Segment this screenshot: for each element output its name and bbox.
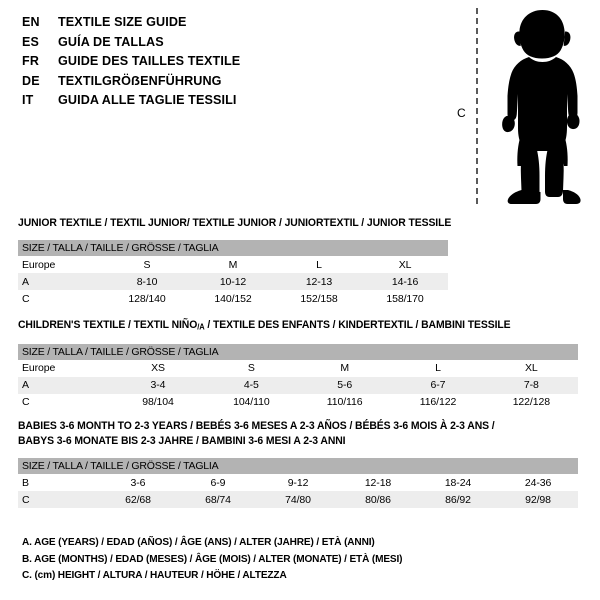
table-row: C 98/104 104/110 110/116 116/122 122/128 <box>18 393 578 411</box>
guide-title: GUIDE DES TAILLES TEXTILE <box>58 53 241 68</box>
cell: L <box>391 359 485 377</box>
language-row: FR GUIDE DES TAILLES TEXTILE <box>22 51 442 71</box>
table-row: B 3-6 6-9 9-12 12-18 18-24 24-36 <box>18 474 579 491</box>
table-row: A 8-10 10-12 12-13 14-16 <box>18 273 449 290</box>
cell: 24-36 <box>498 474 579 491</box>
row-label: C <box>18 290 104 307</box>
toddler-silhouette-icon <box>502 10 581 204</box>
cell: 9-12 <box>258 474 338 491</box>
cell: 3-6 <box>98 474 178 491</box>
table-row: Europe S M L XL <box>18 256 449 273</box>
guide-title: TEXTILE SIZE GUIDE <box>58 14 187 29</box>
cell: 98/104 <box>111 393 205 411</box>
children-size-table: SIZE / TALLA / TAILLE / GRÖSSE / TAGLIA … <box>18 343 578 411</box>
cell: 7-8 <box>484 376 578 394</box>
language-row: EN TEXTILE SIZE GUIDE <box>22 12 442 32</box>
cell: 12-13 <box>276 273 362 290</box>
cell: 68/74 <box>178 491 258 508</box>
row-label: Europe <box>18 359 112 377</box>
language-row: ES GUÍA DE TALLAS <box>22 32 442 52</box>
language-code: EN <box>22 15 40 29</box>
language-code: DE <box>22 73 40 88</box>
size-band-label: SIZE / TALLA / TAILLE / GRÖSSE / TAGLIA <box>18 458 579 474</box>
size-band-label: SIZE / TALLA / TAILLE / GRÖSSE / TAGLIA <box>18 343 578 360</box>
cell: 62/68 <box>98 491 178 508</box>
height-measure-label: C <box>457 106 466 120</box>
row-label: C <box>18 491 98 508</box>
language-code: IT <box>22 93 34 107</box>
cell: 6-9 <box>178 474 258 491</box>
cell: 5-6 <box>297 376 392 394</box>
cell: 18-24 <box>418 474 498 491</box>
guide-title: TEXTILGRÖẞENFÜHRUNG <box>58 72 222 88</box>
table-row: A 3-4 4-5 5-6 6-7 7-8 <box>18 376 578 394</box>
table-row: Europe XS S M L XL <box>18 359 578 377</box>
cell: 140/152 <box>190 290 276 307</box>
section-junior-textile: JUNIOR TEXTILE / TEXTIL JUNIOR/ TEXTILE … <box>18 216 452 307</box>
section-babies-textile: BABIES 3-6 MONTH TO 2-3 YEARS / BEBÉS 3-… <box>18 419 579 508</box>
cell: 104/110 <box>204 393 298 411</box>
guide-title: GUÍA DE TALLAS <box>58 33 164 49</box>
cell: 6-7 <box>391 376 485 394</box>
section-childrens-textile: CHILDREN'S TEXTILE / TEXTIL NIÑO/A / TEX… <box>18 318 578 411</box>
section-title-line1: BABIES 3-6 MONTH TO 2-3 YEARS / BEBÉS 3-… <box>18 420 495 432</box>
cell: 116/122 <box>391 393 485 411</box>
cell: XL <box>362 256 449 273</box>
junior-size-table: SIZE / TALLA / TAILLE / GRÖSSE / TAGLIA … <box>18 240 449 307</box>
section-title: JUNIOR TEXTILE / TEXTIL JUNIOR/ TEXTILE … <box>18 217 452 229</box>
section-title: CHILDREN'S TEXTILE / TEXTIL NIÑO/A / TEX… <box>18 318 558 335</box>
language-code: ES <box>22 34 40 49</box>
language-row: DE TEXTILGRÖẞENFÜHRUNG <box>22 71 442 91</box>
cell: 128/140 <box>104 290 190 307</box>
cell: XL <box>484 359 578 377</box>
table-band-row: SIZE / TALLA / TAILLE / GRÖSSE / TAGLIA <box>18 343 578 360</box>
cell: 74/80 <box>258 491 338 508</box>
cell: 122/128 <box>484 393 578 411</box>
cell: 158/170 <box>362 290 449 307</box>
cell: XS <box>111 359 205 377</box>
cell: 92/98 <box>498 491 579 508</box>
height-measurement-illustration: C <box>440 0 600 215</box>
table-band-row: SIZE / TALLA / TAILLE / GRÖSSE / TAGLIA <box>18 240 449 256</box>
section-title-pre: CHILDREN'S TEXTILE / TEXTIL NIÑO <box>18 319 198 331</box>
cell: 8-10 <box>104 273 190 290</box>
height-dashed-line-icon <box>476 8 478 204</box>
cell: M <box>190 256 276 273</box>
cell: 4-5 <box>204 376 298 394</box>
cell: 10-12 <box>190 273 276 290</box>
size-band-label: SIZE / TALLA / TAILLE / GRÖSSE / TAGLIA <box>18 240 449 256</box>
measurement-legend: A. AGE (YEARS) / EDAD (AÑOS) / ÂGE (ANS)… <box>22 534 582 584</box>
cell: 14-16 <box>362 273 449 290</box>
row-label: B <box>18 474 98 491</box>
babies-size-table: SIZE / TALLA / TAILLE / GRÖSSE / TAGLIA … <box>18 458 579 508</box>
cell: L <box>276 256 362 273</box>
row-label: C <box>18 393 112 411</box>
cell: 12-18 <box>338 474 418 491</box>
cell: 152/158 <box>276 290 362 307</box>
row-label: Europe <box>18 256 104 273</box>
row-label: A <box>18 273 104 290</box>
guide-title: GUIDA ALLE TAGLIE TESSILI <box>58 92 237 107</box>
section-title-sub: /A <box>197 322 205 332</box>
table-band-row: SIZE / TALLA / TAILLE / GRÖSSE / TAGLIA <box>18 458 579 474</box>
legend-line-c: C. (cm) HEIGHT / ALTURA / HAUTEUR / HÖHE… <box>22 569 287 581</box>
cell: M <box>297 359 392 377</box>
cell: S <box>104 256 190 273</box>
legend-line-a: A. AGE (YEARS) / EDAD (AÑOS) / ÂGE (ANS)… <box>22 536 375 548</box>
cell: 86/92 <box>418 491 498 508</box>
cell: 80/86 <box>338 491 418 508</box>
cell: S <box>204 359 298 377</box>
language-row: IT GUIDA ALLE TAGLIE TESSILI <box>22 90 442 110</box>
language-header: EN TEXTILE SIZE GUIDE ES GUÍA DE TALLAS … <box>22 12 442 110</box>
language-code: FR <box>22 54 40 68</box>
table-row: C 128/140 140/152 152/158 158/170 <box>18 290 449 307</box>
cell: 3-4 <box>111 376 205 394</box>
row-label: A <box>18 376 112 394</box>
section-title-post: / TEXTILE DES ENFANTS / KINDERTEXTIL / B… <box>204 319 511 331</box>
legend-line-b: B. AGE (MONTHS) / EDAD (MESES) / ÂGE (MO… <box>22 552 403 565</box>
table-row: C 62/68 68/74 74/80 80/86 86/92 92/98 <box>18 491 579 508</box>
cell: 110/116 <box>297 393 392 411</box>
section-title-line2: BABYS 3-6 MONATE BIS 2-3 JAHRE / BAMBINI… <box>18 435 346 447</box>
